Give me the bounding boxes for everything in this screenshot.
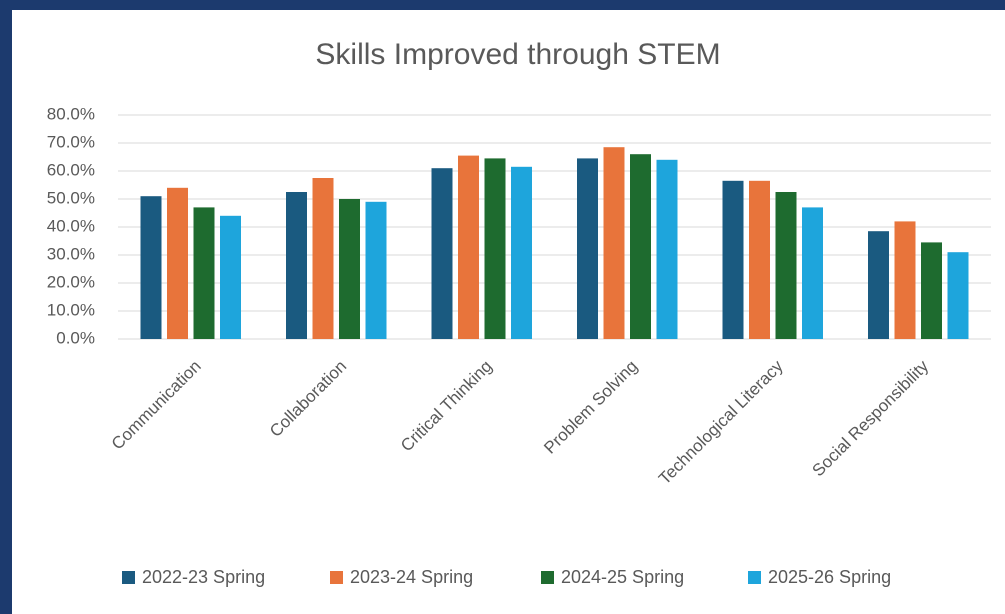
bar	[484, 158, 506, 339]
bar	[802, 207, 823, 339]
bar	[894, 221, 916, 339]
y-tick-label: 30.0%	[47, 244, 95, 263]
bar	[577, 158, 598, 339]
legend-swatch	[122, 571, 135, 584]
legend-label: 2023-24 Spring	[350, 567, 473, 587]
bar	[167, 187, 188, 339]
bar	[868, 231, 889, 339]
bar	[286, 192, 307, 339]
y-tick-label: 50.0%	[47, 188, 95, 207]
bar	[947, 252, 969, 339]
legend-swatch	[330, 571, 343, 584]
bar	[722, 180, 744, 339]
bar	[921, 242, 942, 339]
bar	[312, 178, 334, 339]
bar	[339, 199, 360, 339]
y-tick-label: 40.0%	[47, 216, 95, 235]
bar	[656, 159, 678, 339]
legend-swatch	[748, 571, 761, 584]
bar	[630, 154, 651, 339]
bar	[365, 201, 387, 339]
y-tick-label: 60.0%	[47, 160, 95, 179]
y-tick-label: 0.0%	[56, 328, 95, 347]
bar	[193, 207, 215, 339]
bar	[775, 192, 797, 339]
legend-label: 2025-26 Spring	[768, 567, 891, 587]
bar	[140, 196, 162, 339]
legend-swatch	[541, 571, 554, 584]
bar	[431, 168, 453, 339]
y-tick-label: 80.0%	[47, 104, 95, 123]
bar	[749, 180, 770, 339]
y-tick-label: 70.0%	[47, 132, 95, 151]
bar	[458, 155, 479, 339]
y-tick-label: 20.0%	[47, 272, 95, 291]
bar	[511, 166, 532, 339]
legend-label: 2024-25 Spring	[561, 567, 684, 587]
bar	[603, 147, 625, 339]
chart-title: Skills Improved through STEM	[315, 38, 720, 71]
bar	[220, 215, 241, 339]
y-tick-label: 10.0%	[47, 300, 95, 319]
legend-label: 2022-23 Spring	[142, 567, 265, 587]
